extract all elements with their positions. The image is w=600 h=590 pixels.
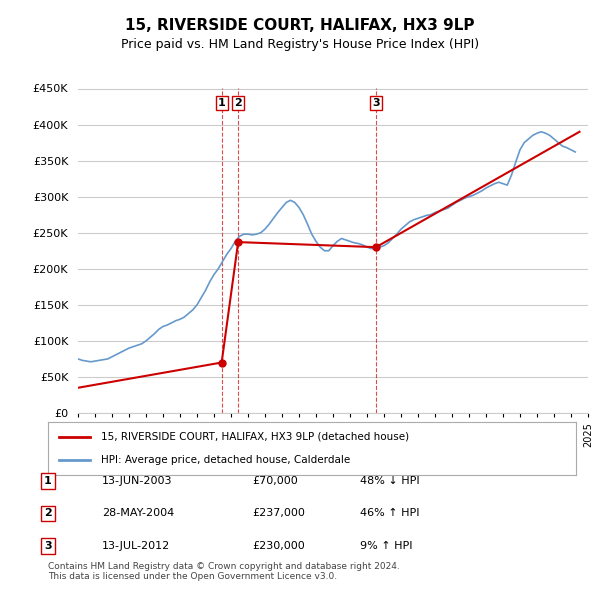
Text: Contains HM Land Registry data © Crown copyright and database right 2024.
This d: Contains HM Land Registry data © Crown c…: [48, 562, 400, 581]
Text: £70,000: £70,000: [252, 476, 298, 486]
Text: 15, RIVERSIDE COURT, HALIFAX, HX3 9LP: 15, RIVERSIDE COURT, HALIFAX, HX3 9LP: [125, 18, 475, 32]
Text: 46% ↑ HPI: 46% ↑ HPI: [360, 509, 419, 518]
Text: 2: 2: [44, 509, 52, 518]
Text: 3: 3: [44, 541, 52, 550]
Text: £230,000: £230,000: [252, 541, 305, 550]
Text: 13-JUL-2012: 13-JUL-2012: [102, 541, 170, 550]
Text: 15, RIVERSIDE COURT, HALIFAX, HX3 9LP (detached house): 15, RIVERSIDE COURT, HALIFAX, HX3 9LP (d…: [101, 432, 409, 442]
Text: £237,000: £237,000: [252, 509, 305, 518]
Text: 3: 3: [372, 98, 380, 108]
Text: 2: 2: [234, 98, 242, 108]
Text: Price paid vs. HM Land Registry's House Price Index (HPI): Price paid vs. HM Land Registry's House …: [121, 38, 479, 51]
Text: 48% ↓ HPI: 48% ↓ HPI: [360, 476, 419, 486]
Text: 28-MAY-2004: 28-MAY-2004: [102, 509, 174, 518]
Text: 13-JUN-2003: 13-JUN-2003: [102, 476, 173, 486]
Text: 1: 1: [44, 476, 52, 486]
Text: 9% ↑ HPI: 9% ↑ HPI: [360, 541, 413, 550]
Text: HPI: Average price, detached house, Calderdale: HPI: Average price, detached house, Cald…: [101, 455, 350, 465]
Text: 1: 1: [218, 98, 226, 108]
